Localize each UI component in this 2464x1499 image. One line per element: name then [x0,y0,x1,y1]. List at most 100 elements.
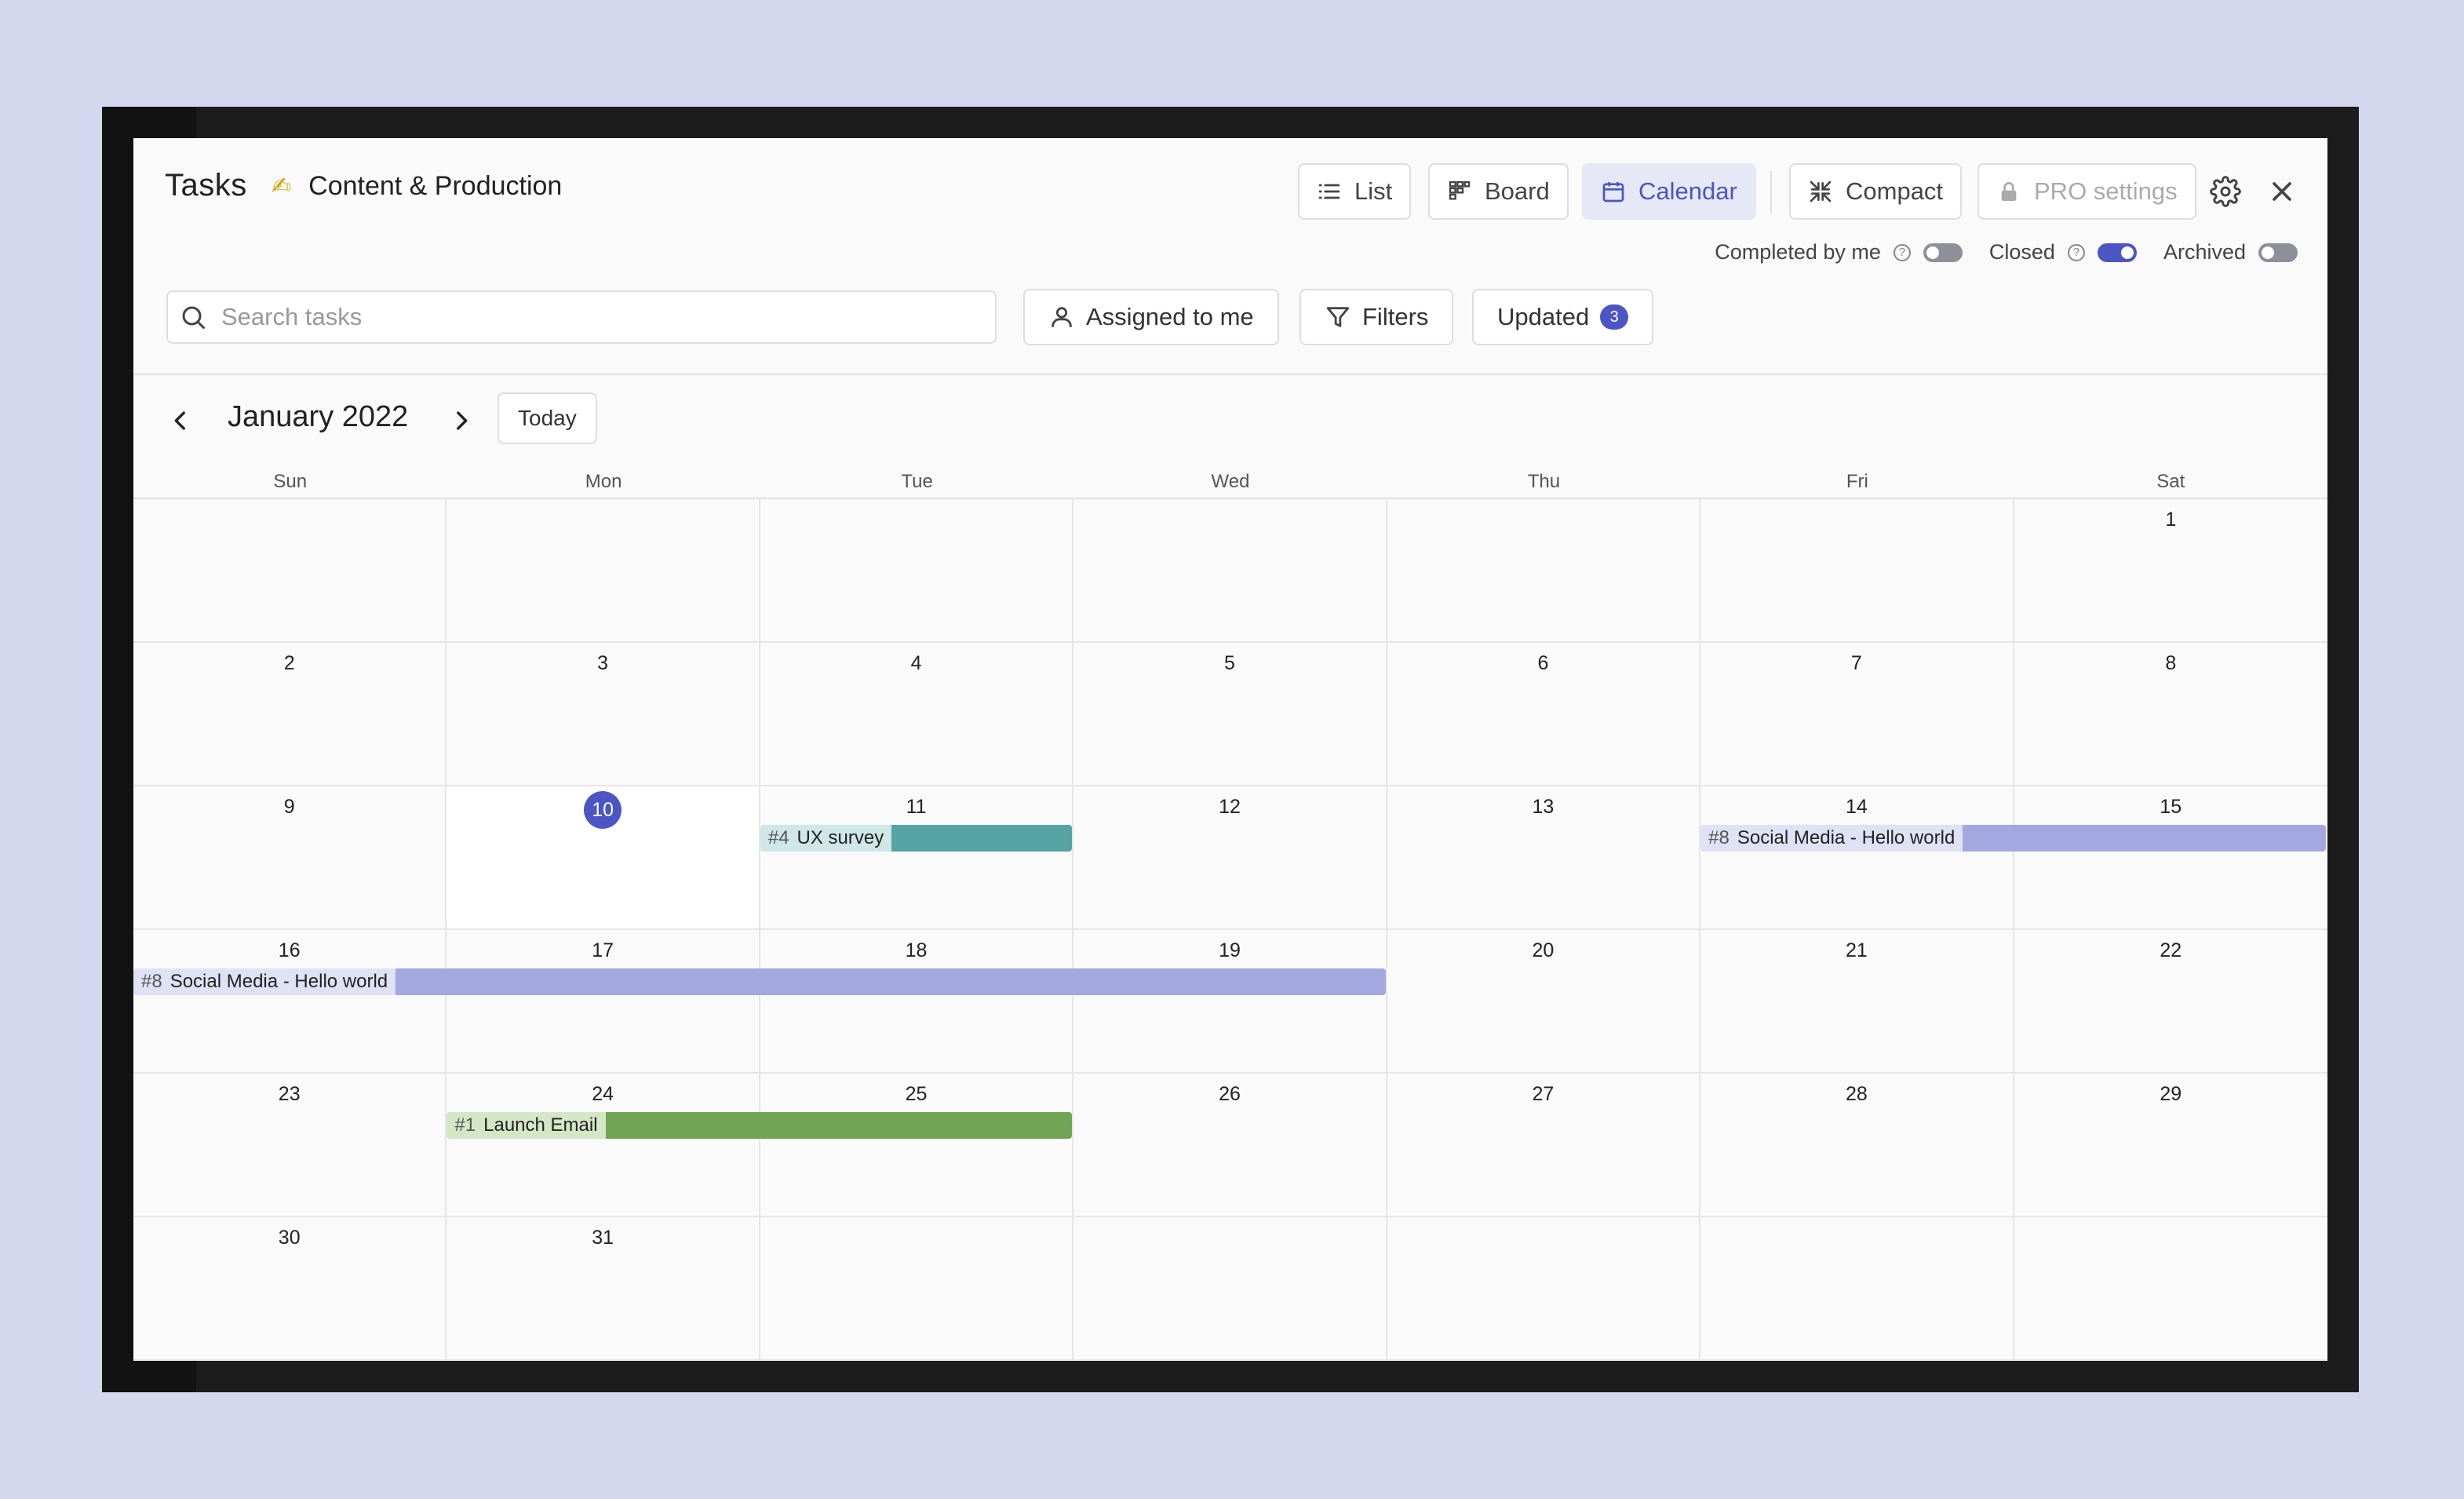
chevron-right-icon [457,411,468,430]
assigned-to-me-button[interactable]: Assigned to me [1023,289,1279,345]
day-cell[interactable]: 10 [447,786,760,930]
day-number: 22 [2160,939,2182,961]
archived-switch[interactable] [2258,243,2298,262]
day-cell[interactable]: 16 [133,930,447,1074]
day-cell[interactable]: 20 [1387,930,1701,1074]
today-button[interactable]: Today [498,392,597,444]
day-cell[interactable] [1073,499,1387,643]
day-cell[interactable]: 14 [1700,786,2014,930]
help-icon[interactable]: ? [2067,243,2085,261]
day-cell[interactable]: 3 [447,643,760,786]
archived-label: Archived [2163,240,2246,264]
day-cell[interactable] [1387,499,1701,643]
day-cell[interactable]: 4 [760,643,1074,786]
day-cell[interactable]: 9 [133,786,447,930]
lock-icon [2001,182,2017,201]
task-event-label: #8 Social Media - Hello world [133,968,396,995]
day-cell[interactable]: 12 [1073,786,1387,930]
day-cell[interactable] [760,499,1074,643]
tasks-modal: Tasks ✍ Content & Production List Board … [133,138,2327,1361]
task-duration-bar [891,824,1073,852]
day-number: 15 [2160,796,2182,818]
task-event[interactable]: #4 UX survey [760,824,1073,852]
day-number: 4 [910,652,922,674]
calendar-icon [1602,182,1624,202]
day-cell[interactable]: 24 [447,1074,760,1217]
day-cell[interactable]: 1 [2014,499,2327,643]
day-cell[interactable] [1700,1217,2014,1361]
next-month-button[interactable] [438,397,485,444]
day-cell[interactable]: 11 [760,786,1074,930]
project-label: ✍ Content & Production [272,171,562,202]
visibility-toggles: Completed by me ? Closed ? Archived [1688,240,2298,264]
day-cell[interactable] [1387,1217,1701,1361]
day-number: 5 [1224,652,1235,674]
month-grid: 1 2 3 4 5 6 7 8 9 10 11 12 13 14 15 16 17 18 19 20 21 22 23 24 2… [133,498,2327,1361]
day-cell[interactable] [1073,1217,1387,1361]
day-cell[interactable] [2014,1217,2327,1361]
toggle-archived: Archived [2163,240,2298,264]
updated-count-badge: 3 [1600,305,1629,330]
day-cell[interactable]: 6 [1387,643,1701,786]
day-cell[interactable]: 8 [2014,643,2327,786]
day-cell[interactable] [133,499,447,643]
day-cell[interactable]: 5 [1073,643,1387,786]
task-duration-bar [605,1112,1073,1140]
board-view-button[interactable]: Board [1428,163,1569,220]
task-number: #8 [1708,826,1730,848]
updated-button[interactable]: Updated 3 [1472,289,1654,345]
list-view-button[interactable]: List [1298,163,1412,220]
day-cell[interactable] [1700,499,2014,643]
day-cell[interactable]: 13 [1387,786,1701,930]
search-input[interactable] [221,303,928,331]
weekday-label: Thu [1527,471,1561,492]
completed-by-me-switch[interactable] [1923,243,1963,262]
pro-settings-button[interactable]: PRO settings [1977,163,2196,220]
day-cell[interactable]: 19 [1073,930,1387,1074]
day-number: 21 [1845,939,1868,961]
day-cell[interactable] [760,1217,1074,1361]
board-icon [1449,181,1471,200]
filters-button[interactable]: Filters [1299,289,1454,345]
day-number: 19 [1219,939,1241,961]
day-cell[interactable]: 30 [133,1217,447,1361]
day-cell[interactable]: 23 [133,1074,447,1217]
day-cell[interactable]: 18 [760,930,1074,1074]
task-event[interactable]: #8 Social Media - Hello world [1700,824,2326,852]
gear-icon [2210,176,2241,207]
compact-button[interactable]: Compact [1789,163,1963,220]
day-cell[interactable]: 26 [1073,1074,1387,1217]
weekday-label: Sun [273,471,308,492]
closed-switch[interactable] [2097,243,2137,262]
day-cell[interactable]: 28 [1700,1074,2014,1217]
day-cell[interactable] [447,499,760,643]
day-cell[interactable]: 21 [1700,930,2014,1074]
day-cell[interactable]: 25 [760,1074,1074,1217]
completed-by-me-label: Completed by me [1715,240,1881,264]
task-event-label: #8 Social Media - Hello world [1700,824,1963,852]
calendar-view-button[interactable]: Calendar [1582,163,1756,220]
search-box [166,290,997,344]
pro-settings-label: PRO settings [2034,177,2178,205]
close-button[interactable] [2260,170,2304,213]
task-event[interactable]: #1 Launch Email [447,1112,1073,1140]
weekday-label: Fri [1846,471,1868,492]
day-cell[interactable]: 31 [447,1217,760,1361]
help-icon[interactable]: ? [1893,243,1911,261]
day-cell[interactable]: 22 [2014,930,2327,1074]
settings-button[interactable] [2203,170,2247,213]
day-cell[interactable]: 17 [447,930,760,1074]
day-cell[interactable]: 27 [1387,1074,1701,1217]
task-number: #8 [141,971,162,992]
prev-month-button[interactable] [157,397,204,444]
user-icon [1052,307,1072,327]
day-cell[interactable]: 15 [2014,786,2327,930]
task-event-label: #4 UX survey [760,824,892,852]
task-number: #1 [454,1114,476,1136]
day-number: 24 [592,1083,614,1105]
task-duration-bar [1963,824,2326,852]
day-cell[interactable]: 2 [133,643,447,786]
day-cell[interactable]: 29 [2014,1074,2327,1217]
day-cell[interactable]: 7 [1700,643,2014,786]
task-event[interactable]: #8 Social Media - Hello world [133,968,1386,995]
